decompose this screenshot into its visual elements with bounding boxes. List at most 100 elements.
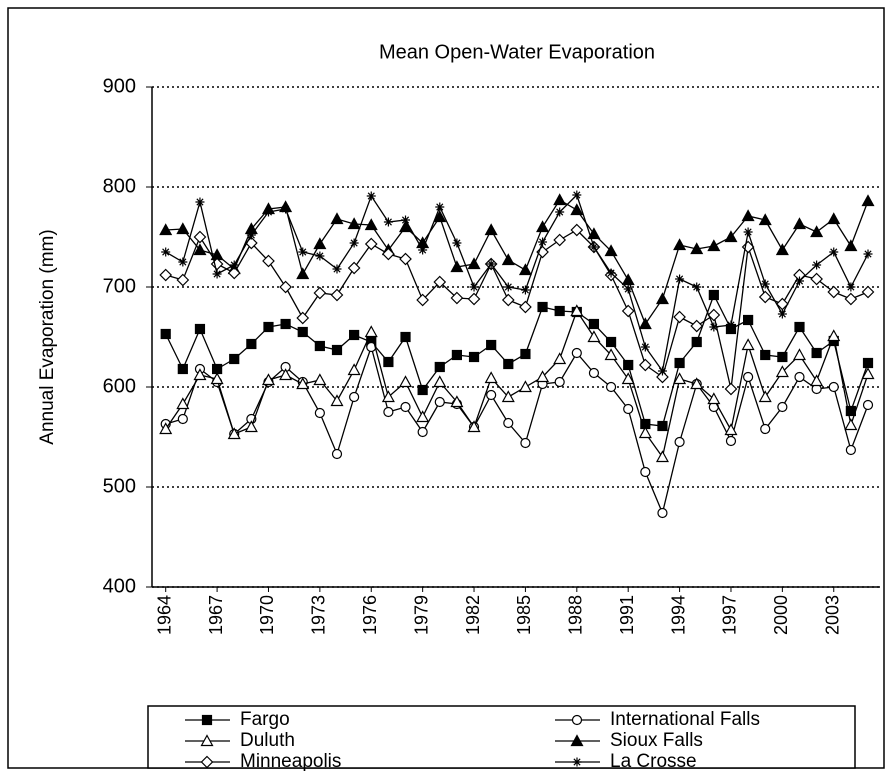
marker bbox=[262, 254, 275, 268]
marker bbox=[349, 329, 360, 341]
marker bbox=[330, 212, 344, 225]
marker bbox=[638, 358, 652, 372]
x-tick-label: 1988 bbox=[566, 595, 586, 635]
marker bbox=[553, 193, 567, 206]
legend-marker bbox=[201, 714, 213, 726]
marker bbox=[692, 282, 702, 292]
marker bbox=[538, 237, 548, 247]
marker bbox=[450, 260, 464, 273]
marker bbox=[469, 282, 479, 292]
marker bbox=[331, 448, 343, 460]
marker bbox=[176, 397, 190, 410]
marker bbox=[777, 309, 787, 319]
marker bbox=[314, 407, 325, 419]
marker bbox=[554, 376, 565, 388]
marker bbox=[709, 322, 719, 332]
x-tick-label: 1994 bbox=[668, 595, 688, 635]
marker bbox=[246, 230, 256, 240]
x-tick-label: 1967 bbox=[206, 595, 226, 635]
marker bbox=[159, 422, 173, 435]
marker bbox=[261, 373, 275, 386]
marker bbox=[621, 372, 635, 385]
marker bbox=[827, 212, 841, 225]
marker bbox=[486, 339, 497, 351]
marker bbox=[861, 285, 875, 299]
marker bbox=[434, 396, 445, 408]
marker bbox=[537, 301, 548, 313]
marker bbox=[810, 225, 824, 238]
y-tick-label: 700 bbox=[103, 275, 136, 297]
marker bbox=[861, 194, 875, 207]
marker bbox=[604, 348, 618, 361]
marker bbox=[364, 237, 378, 251]
marker bbox=[347, 363, 361, 376]
marker bbox=[451, 349, 463, 361]
marker bbox=[519, 300, 532, 314]
marker bbox=[210, 372, 224, 385]
marker bbox=[623, 403, 634, 415]
marker bbox=[794, 371, 805, 383]
marker bbox=[707, 239, 721, 252]
marker bbox=[861, 367, 875, 380]
marker bbox=[176, 222, 190, 235]
marker bbox=[161, 247, 171, 257]
marker bbox=[193, 243, 207, 256]
marker bbox=[758, 290, 772, 304]
marker bbox=[401, 215, 411, 225]
marker bbox=[640, 342, 650, 352]
marker bbox=[314, 340, 325, 352]
series-line bbox=[165, 229, 869, 390]
marker bbox=[743, 371, 754, 383]
marker bbox=[177, 363, 188, 375]
marker bbox=[657, 366, 667, 376]
marker bbox=[520, 285, 530, 295]
marker bbox=[298, 247, 308, 257]
marker bbox=[605, 336, 617, 348]
marker bbox=[400, 331, 411, 343]
marker bbox=[450, 291, 464, 305]
marker bbox=[741, 209, 755, 222]
chart-title: Mean Open-Water Evaporation bbox=[379, 41, 655, 63]
marker bbox=[725, 435, 737, 447]
marker bbox=[501, 390, 515, 403]
marker bbox=[673, 372, 687, 385]
legend-label: La Crosse bbox=[610, 751, 697, 772]
marker bbox=[571, 347, 582, 359]
marker bbox=[347, 217, 361, 230]
marker bbox=[484, 371, 498, 384]
marker bbox=[844, 418, 858, 431]
legend-marker bbox=[571, 714, 583, 726]
y-tick-label: 500 bbox=[103, 475, 136, 497]
marker bbox=[417, 426, 428, 438]
marker bbox=[227, 266, 241, 280]
marker bbox=[812, 260, 822, 270]
marker bbox=[399, 252, 412, 266]
x-tick-label: 1991 bbox=[617, 595, 637, 635]
marker bbox=[349, 238, 359, 248]
marker bbox=[724, 382, 738, 396]
marker bbox=[518, 380, 532, 393]
marker bbox=[845, 444, 856, 456]
y-tick-label: 900 bbox=[103, 75, 136, 97]
marker bbox=[452, 238, 462, 248]
marker bbox=[673, 310, 686, 324]
marker bbox=[296, 311, 310, 325]
marker bbox=[758, 390, 772, 403]
marker bbox=[760, 279, 770, 289]
marker bbox=[792, 217, 807, 230]
marker bbox=[536, 220, 550, 233]
marker bbox=[707, 308, 721, 322]
marker bbox=[758, 213, 772, 226]
marker bbox=[400, 401, 411, 413]
marker bbox=[638, 317, 652, 330]
marker bbox=[382, 247, 395, 261]
marker bbox=[364, 325, 378, 338]
marker bbox=[227, 427, 241, 440]
marker bbox=[315, 251, 325, 261]
legend-marker bbox=[570, 734, 584, 747]
marker bbox=[553, 233, 567, 247]
marker bbox=[383, 356, 394, 368]
marker bbox=[347, 261, 361, 275]
marker bbox=[159, 223, 173, 236]
marker bbox=[844, 239, 858, 252]
